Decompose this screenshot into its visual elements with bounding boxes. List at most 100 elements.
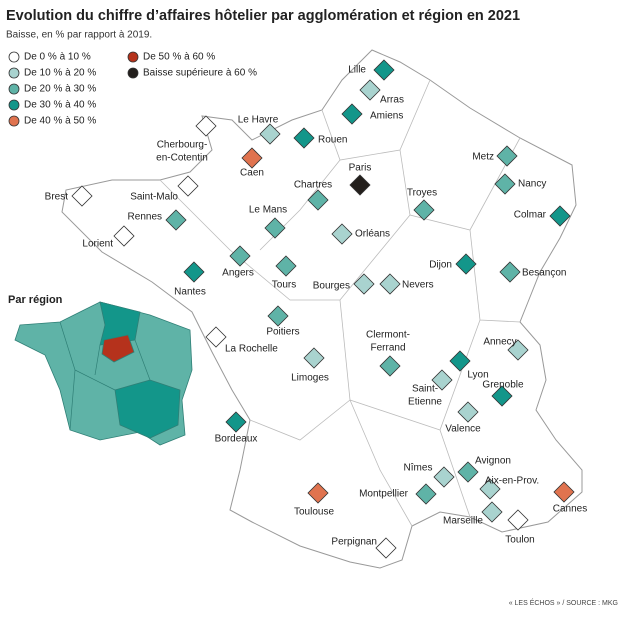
city-label: Clermont- <box>366 330 410 341</box>
city-marker <box>479 478 501 500</box>
legend-label: Baisse supérieure à 60 % <box>143 68 257 79</box>
city-label: Avignon <box>475 456 511 467</box>
city-marker <box>507 509 529 531</box>
city-label: Bordeaux <box>215 434 258 445</box>
city-marker <box>481 501 503 523</box>
legend-label: De 10 % à 20 % <box>24 68 96 79</box>
city-marker <box>225 411 247 433</box>
city-label: Grenoble <box>482 380 524 391</box>
city-marker <box>165 209 187 231</box>
legend-swatch <box>8 83 20 95</box>
city-label: Saint- <box>412 384 438 395</box>
city-label: Rouen <box>318 135 347 146</box>
city-marker <box>553 481 575 503</box>
legend-label: De 30 % à 40 % <box>24 100 96 111</box>
city-marker <box>449 350 471 372</box>
city-marker <box>455 253 477 275</box>
source: « LES ÉCHOS » / SOURCE : MKG <box>509 598 618 607</box>
city-marker <box>241 147 263 169</box>
legend-swatch <box>8 115 20 127</box>
city-label: Saint-Malo <box>130 192 178 203</box>
city-marker <box>457 401 479 423</box>
legend-label: De 0 % à 10 % <box>24 52 91 63</box>
city-marker <box>507 339 529 361</box>
city-marker <box>264 217 286 239</box>
city-marker <box>415 483 437 505</box>
city-label: Etienne <box>408 397 442 408</box>
city-label: Nancy <box>518 179 546 190</box>
city-label: Poitiers <box>266 327 299 338</box>
city-marker <box>307 482 329 504</box>
city-label: Lorient <box>82 239 113 250</box>
city-marker <box>379 273 401 295</box>
city-label: Caen <box>240 168 264 179</box>
city-marker <box>331 223 353 245</box>
city-marker <box>303 347 325 369</box>
city-label: Annecy <box>483 337 516 348</box>
region-borders <box>159 79 521 527</box>
city-label: Nevers <box>402 280 434 291</box>
city-label: Bourges <box>313 281 350 292</box>
city-label: Metz <box>472 152 494 163</box>
subtitle: Baisse, en % par rapport à 2019. <box>6 30 152 41</box>
city-marker <box>341 103 363 125</box>
city-marker <box>496 145 518 167</box>
city-label: Ferrand <box>370 343 405 354</box>
legend-label: De 20 % à 30 % <box>24 84 96 95</box>
city-label: Limoges <box>291 373 329 384</box>
city-marker <box>229 245 251 267</box>
city-marker <box>71 185 93 207</box>
city-label: Amiens <box>370 111 403 122</box>
legend-label: De 40 % à 50 % <box>24 116 96 127</box>
city-marker <box>307 189 329 211</box>
city-marker <box>293 127 315 149</box>
city-marker <box>195 115 217 137</box>
title: Evolution du chiffre d’affaires hôtelier… <box>6 8 520 24</box>
city-label: Colmar <box>514 210 547 221</box>
city-marker <box>267 305 289 327</box>
legend-swatch <box>8 67 20 79</box>
city-marker <box>549 205 571 227</box>
city-label: Paris <box>349 163 372 174</box>
city-label: Le Mans <box>249 205 287 216</box>
city-marker <box>499 261 521 283</box>
city-label: Angers <box>222 268 254 279</box>
city-label: Tours <box>272 280 296 291</box>
city-label: Dijon <box>429 260 452 271</box>
legend-label: De 50 % à 60 % <box>143 52 215 63</box>
city-label: Toulon <box>505 535 534 546</box>
city-marker <box>275 255 297 277</box>
legend-swatch <box>127 51 139 63</box>
city-label: Orléans <box>355 229 390 240</box>
city-marker <box>375 537 397 559</box>
legend-swatch <box>127 67 139 79</box>
city-marker <box>433 466 455 488</box>
city-label: Valence <box>445 424 481 435</box>
city-label: en-Cotentin <box>156 153 208 164</box>
city-label: Besançon <box>522 268 566 279</box>
city-label: La Rochelle <box>225 344 278 355</box>
legend-swatch <box>8 99 20 111</box>
city-label: Nantes <box>174 287 206 298</box>
city-label: Cherbourg- <box>157 140 208 151</box>
inset <box>14 301 193 446</box>
city-marker <box>494 173 516 195</box>
city-label: Perpignan <box>331 537 377 548</box>
city-label: Rennes <box>128 212 162 223</box>
city-marker <box>353 273 375 295</box>
city-label: Chartres <box>294 180 332 191</box>
city-marker <box>457 461 479 483</box>
city-label: Marseille <box>443 516 483 527</box>
city-label: Arras <box>380 95 404 106</box>
city-marker <box>379 355 401 377</box>
city-label: Montpellier <box>359 489 409 500</box>
city-marker <box>177 175 199 197</box>
city-marker <box>413 199 435 221</box>
city-label: Brest <box>45 192 69 203</box>
city-label: Lille <box>348 65 366 76</box>
city-label: Cannes <box>553 504 587 515</box>
city-marker <box>349 174 371 196</box>
city-label: Nîmes <box>404 463 433 474</box>
city-label: Toulouse <box>294 507 334 518</box>
